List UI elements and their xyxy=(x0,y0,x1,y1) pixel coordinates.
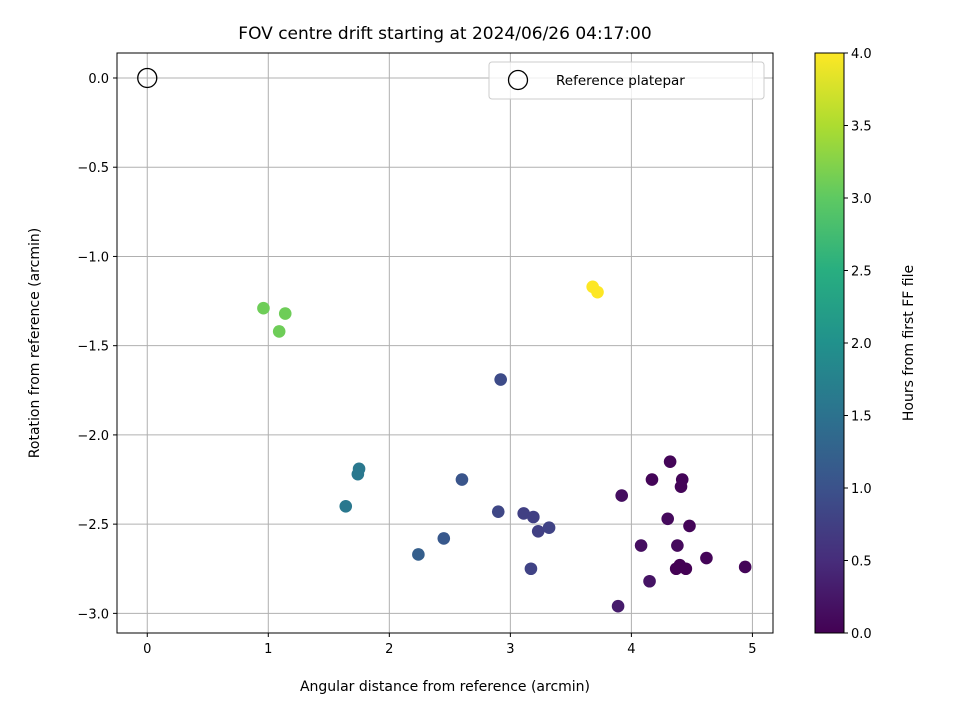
reference-marker-layer xyxy=(137,67,158,89)
data-point xyxy=(542,521,556,535)
chart-title: FOV centre drift starting at 2024/06/26 … xyxy=(238,24,651,44)
colorbar-tick-label: 1.0 xyxy=(851,482,872,497)
colorbar-tick-label: 3.5 xyxy=(851,120,872,135)
data-points xyxy=(257,280,752,613)
legend-marker-icon xyxy=(507,69,529,91)
y-tick-label: −0.5 xyxy=(77,161,109,176)
data-point xyxy=(527,510,540,524)
colorbar: 0.0 0.5 1.0 1.5 2.0 2.5 3.0 3.5 4.0 Hours from f… xyxy=(814,47,917,642)
data-point xyxy=(645,473,659,486)
data-point xyxy=(412,548,425,561)
x-axis-label: Angular distance from reference (arcmin) xyxy=(300,679,590,695)
y-tick-label: 0.0 xyxy=(88,72,109,87)
colorbar-gradient xyxy=(814,52,845,634)
data-point xyxy=(683,519,696,533)
colorbar-tick-label: 1.5 xyxy=(851,410,872,425)
x-tick-label: 3 xyxy=(506,642,514,657)
data-point xyxy=(591,285,604,299)
data-point xyxy=(272,325,286,338)
data-point xyxy=(700,551,713,565)
y-tick-label: −1.5 xyxy=(77,340,109,355)
colorbar-tick-label: 2.0 xyxy=(851,337,872,352)
data-point xyxy=(634,539,648,552)
colorbar-tick-label: 2.5 xyxy=(851,265,872,280)
y-tick-label: −3.0 xyxy=(77,607,109,622)
data-point xyxy=(257,301,270,315)
data-point xyxy=(278,307,292,320)
data-point xyxy=(611,599,625,613)
data-point xyxy=(524,562,538,576)
data-point xyxy=(669,562,683,576)
x-tick-label: 2 xyxy=(385,642,393,657)
colorbar-tick-label: 4.0 xyxy=(851,47,872,62)
data-point xyxy=(615,489,629,502)
x-tick-label: 0 xyxy=(143,642,151,657)
data-point xyxy=(339,499,353,513)
data-point xyxy=(671,539,684,552)
data-point xyxy=(351,467,365,481)
data-point xyxy=(491,505,505,518)
x-tick-label: 4 xyxy=(627,642,635,657)
data-point xyxy=(679,562,693,576)
data-point xyxy=(661,512,675,526)
x-axis-ticks: 0 1 2 3 4 5 xyxy=(143,633,757,657)
y-tick-label: −2.5 xyxy=(77,518,109,533)
colorbar-tick-label: 0.5 xyxy=(851,555,872,570)
y-axis-label: Rotation from reference (arcmin) xyxy=(27,228,43,458)
data-point xyxy=(643,574,656,588)
colorbar-label: Hours from first FF file xyxy=(901,265,917,421)
grid xyxy=(117,53,773,633)
legend-box xyxy=(488,61,765,100)
data-point xyxy=(494,373,507,386)
data-point xyxy=(663,455,677,468)
data-point xyxy=(674,480,688,493)
data-point xyxy=(517,507,530,520)
colorbar-ticks: 0.0 0.5 1.0 1.5 2.0 2.5 3.0 3.5 4.0 xyxy=(844,47,872,642)
colorbar-tick-label: 0.0 xyxy=(851,627,872,642)
data-point xyxy=(455,473,469,486)
y-tick-label: −1.0 xyxy=(77,250,109,265)
reference-platepar-marker xyxy=(137,67,158,89)
x-tick-label: 5 xyxy=(748,642,756,657)
y-axis-ticks: 0.0 −0.5 −1.0 −1.5 −2.0 −2.5 −3.0 xyxy=(77,72,117,622)
data-point xyxy=(531,524,545,538)
y-tick-label: −2.0 xyxy=(77,429,109,444)
plot-frame xyxy=(116,52,774,634)
x-tick-label: 1 xyxy=(264,642,272,657)
data-point xyxy=(738,560,752,574)
legend-label: Reference platepar xyxy=(556,73,685,89)
data-point xyxy=(437,532,451,545)
colorbar-tick-label: 3.0 xyxy=(851,192,872,207)
legend: Reference platepar xyxy=(488,61,765,100)
